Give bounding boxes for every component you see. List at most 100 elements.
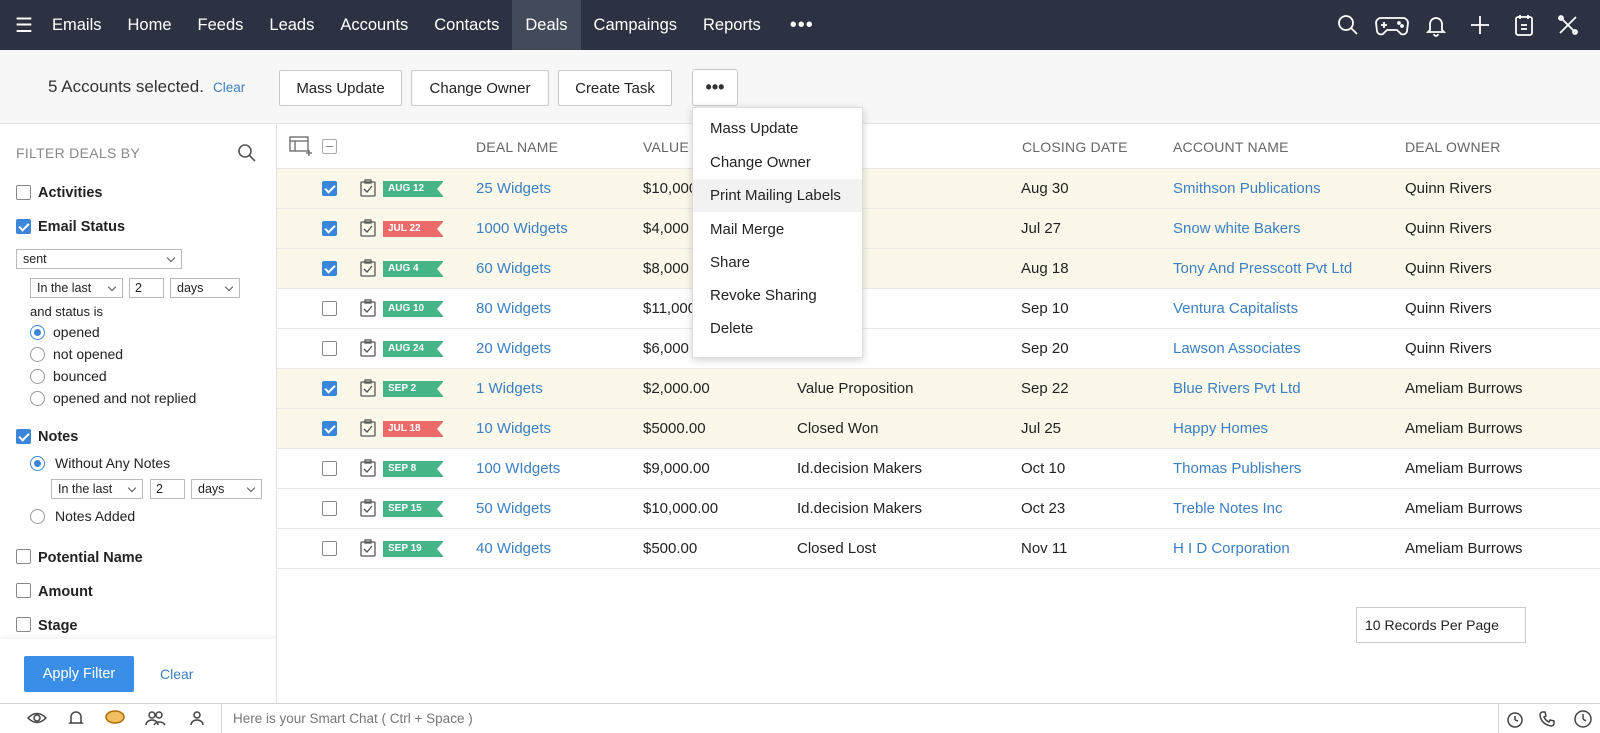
row-checkbox[interactable]	[322, 381, 337, 396]
nav-more-button[interactable]: •••	[789, 13, 814, 36]
nav-home[interactable]: Home	[127, 15, 172, 34]
calendar-icon[interactable]	[1502, 0, 1546, 50]
records-per-page-select[interactable]: 10 Records Per Page	[1356, 607, 1526, 643]
row-checkbox[interactable]	[322, 461, 337, 476]
apply-filter-button[interactable]: Apply Filter	[24, 656, 134, 692]
task-icon[interactable]	[360, 499, 376, 521]
group-icon[interactable]	[144, 709, 166, 730]
email-status-select[interactable]: sent	[16, 249, 182, 269]
nav-emails[interactable]: Emails	[52, 15, 102, 34]
task-icon[interactable]	[360, 539, 376, 561]
account-name-link[interactable]: Snow white Bakers	[1173, 220, 1301, 237]
plus-icon[interactable]	[1458, 0, 1502, 50]
column-account-name[interactable]: ACCOUNT NAME	[1173, 139, 1289, 155]
email-period-number[interactable]: 2	[129, 278, 164, 298]
column-closing-date[interactable]: CLOSING DATE	[1022, 139, 1128, 155]
row-checkbox[interactable]	[322, 181, 337, 196]
deal-name-link[interactable]: 40 Widgets	[476, 540, 552, 557]
email-period-unit-select[interactable]: days	[170, 278, 240, 298]
status-not-opened-radio[interactable]	[30, 347, 45, 362]
notes-period-number[interactable]: 2	[150, 479, 185, 499]
filter-search-icon[interactable]	[237, 143, 256, 165]
row-checkbox[interactable]	[322, 221, 337, 236]
row-checkbox[interactable]	[322, 301, 337, 316]
column-value[interactable]: VALUE	[643, 139, 689, 155]
bell-icon[interactable]	[1414, 0, 1458, 50]
without-notes-radio[interactable]	[30, 456, 45, 471]
row-checkbox[interactable]	[322, 541, 337, 556]
eye-icon[interactable]	[26, 709, 48, 730]
amount-checkbox[interactable]	[16, 583, 31, 598]
notes-added-radio[interactable]	[30, 509, 45, 524]
row-checkbox[interactable]	[322, 501, 337, 516]
menu-item-change-owner[interactable]: Change Owner	[710, 154, 811, 171]
nav-accounts[interactable]: Accounts	[340, 15, 409, 34]
menu-item-share[interactable]: Share	[710, 254, 751, 271]
column-deal-owner[interactable]: DEAL OWNER	[1405, 139, 1501, 155]
activities-checkbox[interactable]	[16, 185, 31, 200]
nav-contacts[interactable]: Contacts	[434, 15, 500, 34]
create-task-button[interactable]: Create Task	[558, 70, 672, 106]
task-icon[interactable]	[360, 179, 376, 201]
task-icon[interactable]	[360, 339, 376, 361]
account-name-link[interactable]: Thomas Publishers	[1173, 460, 1302, 477]
stage-checkbox[interactable]	[16, 617, 31, 632]
menu-item-revoke-sharing[interactable]: Revoke Sharing	[710, 287, 817, 304]
deal-name-link[interactable]: 25 Widgets	[476, 180, 552, 197]
notes-period-unit-select[interactable]: days	[191, 479, 262, 499]
hamburger-menu-icon[interactable]: ☰	[15, 14, 33, 37]
menu-item-mass-update[interactable]: Mass Update	[710, 120, 799, 137]
clear-selection-link[interactable]: Clear	[213, 80, 246, 95]
notes-checkbox[interactable]	[16, 429, 31, 444]
notes-period-select[interactable]: In the last	[51, 479, 143, 499]
clock-icon[interactable]	[1573, 709, 1593, 732]
nav-leads[interactable]: Leads	[269, 15, 315, 34]
contact-icon[interactable]	[188, 709, 206, 730]
tools-icon[interactable]	[1546, 0, 1590, 50]
notification-bell-icon[interactable]	[67, 709, 85, 730]
row-checkbox[interactable]	[322, 341, 337, 356]
chat-bubble-icon[interactable]	[104, 709, 126, 730]
mass-update-button[interactable]: Mass Update	[279, 70, 402, 106]
menu-item-print-mailing-labels[interactable]: Print Mailing Labels	[693, 179, 862, 212]
deal-name-link[interactable]: 20 Widgets	[476, 340, 552, 357]
account-name-link[interactable]: Blue Rivers Pvt Ltd	[1173, 380, 1301, 397]
table-row[interactable]: SEP 8 100 WIdgets $9,000.00 Id.decision Mak…	[277, 449, 1600, 489]
account-name-link[interactable]: Lawson Associates	[1173, 340, 1301, 357]
task-icon[interactable]	[360, 259, 376, 281]
nav-campaings[interactable]: Campaings	[593, 15, 678, 34]
potential-name-checkbox[interactable]	[16, 549, 31, 564]
gamepad-icon[interactable]	[1370, 0, 1414, 50]
task-icon[interactable]	[360, 459, 376, 481]
account-name-link[interactable]: Happy Homes	[1173, 420, 1269, 437]
deal-name-link[interactable]: 60 Widgets	[476, 260, 552, 277]
account-name-link[interactable]: Treble Notes Inc	[1173, 500, 1283, 517]
table-row[interactable]: SEP 2 1 Widgets $2,000.00 Value Proposition…	[277, 369, 1600, 409]
email-status-checkbox[interactable]	[16, 219, 31, 234]
status-opened-not-replied-radio[interactable]	[30, 391, 45, 406]
table-row[interactable]: JUL 18 10 Widgets $5000.00 Closed Won Jul 25…	[277, 409, 1600, 449]
deal-name-link[interactable]: 1000 Widgets	[476, 220, 568, 237]
task-icon[interactable]	[360, 299, 376, 321]
email-period-select[interactable]: In the last	[30, 278, 123, 298]
task-icon[interactable]	[360, 419, 376, 441]
account-name-link[interactable]: Smithson Publications	[1173, 180, 1321, 197]
status-opened-radio[interactable]	[30, 325, 45, 340]
deal-name-link[interactable]: 1 Widgets	[476, 380, 543, 397]
task-icon[interactable]	[360, 379, 376, 401]
nav-feeds[interactable]: Feeds	[197, 15, 244, 34]
deal-name-link[interactable]: 80 Widgets	[476, 300, 552, 317]
smart-chat-input[interactable]: Here is your Smart Chat ( Ctrl + Space )	[233, 711, 473, 726]
table-row[interactable]: SEP 15 50 Widgets $10,000.00 Id.decision Ma…	[277, 489, 1600, 529]
status-bounced-radio[interactable]	[30, 369, 45, 384]
account-name-link[interactable]: Tony And Presscott Pvt Ltd	[1173, 260, 1353, 277]
change-owner-button[interactable]: Change Owner	[411, 70, 549, 106]
deal-name-link[interactable]: 50 Widgets	[476, 500, 552, 517]
select-all-checkbox[interactable]	[322, 139, 337, 154]
column-settings-icon[interactable]	[289, 136, 313, 159]
